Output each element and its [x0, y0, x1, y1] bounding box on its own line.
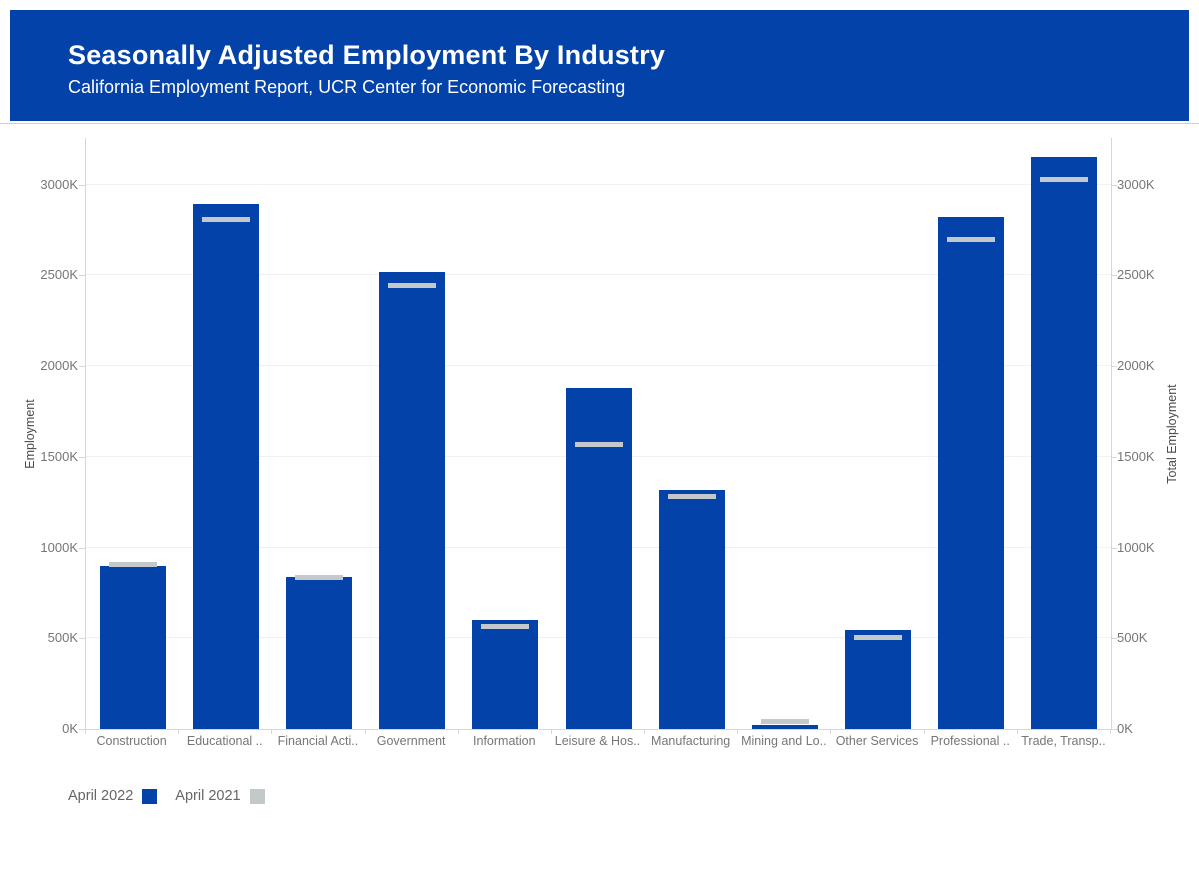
tick-april-2021[interactable] [947, 237, 996, 243]
tick-april-2021[interactable] [294, 574, 343, 580]
x-axis-tick-mark [550, 729, 552, 734]
y-axis-tick-label-right: 2000K [1117, 358, 1155, 373]
y-axis-tick-mark [79, 547, 85, 549]
gridline [86, 274, 1111, 276]
legend-item-april-2021[interactable]: April 2021 [175, 788, 282, 804]
x-axis-tick-mark [1016, 729, 1018, 734]
bar-april-2022[interactable] [1031, 157, 1098, 729]
x-axis-tick-mark [737, 729, 739, 734]
y-axis-tick-mark [79, 456, 85, 458]
bar-april-2022[interactable] [472, 620, 539, 729]
x-axis-category-label: Leisure & Hos.. [554, 734, 641, 748]
legend-swatch [249, 788, 265, 804]
chart-legend: April 2022 April 2021 [68, 788, 283, 804]
bar-april-2022[interactable] [845, 629, 912, 729]
y-axis-tick-mark [1111, 729, 1117, 730]
tick-april-2021[interactable] [1040, 177, 1089, 183]
tick-april-2021[interactable] [667, 493, 716, 499]
plot-area [85, 138, 1112, 730]
x-axis-category-label: Financial Acti.. [277, 734, 359, 748]
y-axis-tick-label-right: 2500K [1117, 267, 1155, 283]
y-axis-title-left: Employment [23, 399, 37, 469]
x-axis-tick-mark [178, 729, 180, 734]
y-axis-tick-mark [1111, 366, 1117, 367]
legend-label: April 2021 [175, 788, 241, 804]
y-axis-tick-label-right: 500K [1117, 630, 1148, 646]
x-axis-tick-mark [85, 729, 86, 734]
y-axis-tick-mark [1111, 456, 1117, 458]
y-axis-tick-label-right: 3000K [1117, 176, 1155, 192]
bar-april-2022[interactable] [192, 204, 259, 729]
y-axis-tick-label-left: 3000K [40, 176, 78, 192]
x-axis-tick-mark [923, 729, 925, 734]
y-axis-tick-label-left: 2000K [40, 358, 78, 373]
x-axis-tick-mark [457, 729, 459, 734]
y-axis-tick-label-left: 2500K [40, 267, 78, 283]
page-title: Seasonally Adjusted Employment By Indust… [68, 40, 666, 70]
y-axis-tick-label-right: 1000K [1117, 539, 1155, 555]
y-axis-tick-label-left: 1000K [40, 539, 78, 555]
x-axis-category-label: Government [376, 734, 446, 748]
y-axis-tick-label-left: 500K [47, 630, 78, 646]
page-subtitle: California Employment Report, UCR Center… [68, 77, 626, 97]
x-axis-tick-mark [1110, 729, 1111, 734]
bar-april-2022[interactable] [379, 271, 446, 729]
tick-april-2021[interactable] [201, 217, 250, 223]
bar-april-2022[interactable] [565, 387, 632, 729]
x-axis-tick-mark [830, 729, 832, 734]
x-axis-category-label: Other Services [835, 734, 919, 748]
y-axis-tick-mark [1111, 638, 1117, 640]
legend-item-april-2022[interactable]: April 2022 [68, 788, 175, 804]
tick-april-2021[interactable] [760, 718, 809, 724]
bar-april-2022[interactable] [938, 217, 1005, 729]
x-axis-category-label: Mining and Lo.. [741, 734, 827, 748]
x-axis-category-label: Trade, Transp.. [1021, 734, 1106, 748]
tick-april-2021[interactable] [108, 562, 157, 568]
tick-april-2021[interactable] [574, 442, 623, 448]
x-axis-tick-mark [271, 729, 273, 734]
bar-april-2022[interactable] [658, 490, 725, 729]
header-banner: Seasonally Adjusted Employment By Indust… [10, 10, 1189, 121]
x-axis-category-label: Manufacturing [651, 734, 731, 748]
x-axis-tick-mark [644, 729, 646, 734]
x-axis-category-label: Information [473, 734, 536, 748]
y-axis-tick-mark [79, 366, 85, 367]
bar-april-2022[interactable] [751, 724, 818, 729]
header-divider [0, 123, 1199, 124]
y-axis-tick-mark [79, 638, 85, 640]
x-axis-category-label: Educational .. [186, 734, 263, 748]
y-axis-tick-mark [1111, 547, 1117, 549]
gridline [86, 365, 1111, 366]
bar-april-2022[interactable] [99, 565, 166, 729]
y-axis-title-right: Total Employment [1165, 384, 1179, 484]
tick-april-2021[interactable] [481, 623, 530, 629]
gridline [86, 183, 1111, 185]
y-axis-tick-label-right: 0K [1117, 721, 1133, 736]
tick-april-2021[interactable] [854, 635, 903, 641]
y-axis-tick-label-left: 0K [62, 721, 78, 736]
y-axis-tick-mark [1111, 184, 1117, 186]
x-axis-category-label: Construction [96, 734, 167, 748]
bar-april-2022[interactable] [285, 576, 352, 729]
tick-april-2021[interactable] [388, 282, 437, 288]
y-axis-tick-label-left: 1500K [40, 448, 78, 464]
y-axis-tick-mark [79, 184, 85, 186]
legend-swatch [142, 788, 158, 804]
y-axis-tick-label-right: 1500K [1117, 448, 1155, 464]
y-axis-tick-mark [79, 729, 85, 730]
legend-label: April 2022 [68, 788, 134, 804]
x-axis-tick-mark [364, 729, 366, 734]
y-axis-tick-mark [1111, 275, 1117, 277]
y-axis-tick-mark [79, 275, 85, 277]
x-axis-category-label: Professional .. [930, 734, 1010, 748]
